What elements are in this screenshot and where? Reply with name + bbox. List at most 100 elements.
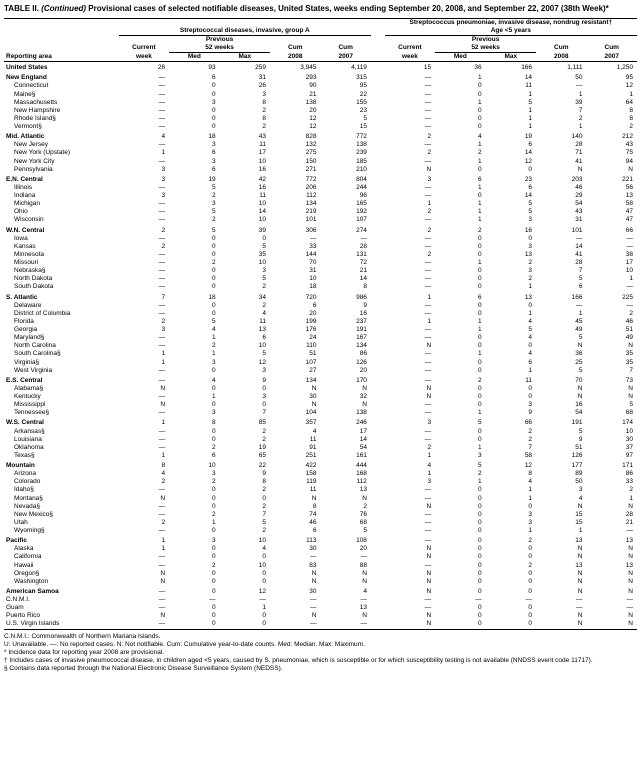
cell: N — [119, 385, 169, 393]
footnote-line: * Incidence data for reporting year 2008… — [4, 649, 637, 657]
cell: 1 — [435, 478, 485, 486]
cell: 306 — [270, 225, 320, 235]
cell: 1 — [486, 310, 536, 318]
cell: — — [385, 310, 435, 318]
cell: 126 — [320, 359, 370, 367]
cell: — — [119, 251, 169, 259]
cell: 225 — [587, 292, 638, 302]
cell: 1 — [435, 326, 485, 334]
cell: 13 — [536, 535, 586, 545]
cell: — — [385, 158, 435, 166]
cell: 35 — [587, 350, 638, 358]
cell: 12 — [270, 115, 320, 123]
cell: 2 — [169, 342, 219, 350]
cell: 0 — [435, 612, 485, 620]
cell: N — [587, 570, 638, 578]
cell: 9 — [220, 375, 270, 385]
cell: 3 — [486, 401, 536, 409]
row-label: Nebraska§ — [4, 267, 119, 275]
cell: 11 — [486, 82, 536, 90]
cell: 1 — [435, 99, 485, 107]
cell: — — [119, 82, 169, 90]
cell: — — [119, 235, 169, 243]
cell: — — [385, 275, 435, 283]
cell: — — [587, 604, 638, 612]
cell: 0 — [435, 123, 485, 131]
table-row: Guam—01—13—00—— — [4, 604, 637, 612]
cell: — — [536, 302, 586, 310]
cell: N — [587, 620, 638, 629]
cell: — — [270, 235, 320, 243]
cell: 15 — [385, 62, 435, 73]
hdr-52wk-2: 52 weeks — [435, 44, 536, 53]
cell: 0 — [435, 385, 485, 393]
row-label: Puerto Rico — [4, 612, 119, 620]
cell: 0 — [486, 553, 536, 561]
cell: N — [587, 393, 638, 401]
table-row: Maine§—032122—0111 — [4, 91, 637, 99]
cell: 804 — [320, 174, 370, 184]
cell: N — [385, 545, 435, 553]
cell: 0 — [435, 267, 485, 275]
cell: — — [536, 604, 586, 612]
cell: 5 — [536, 367, 586, 375]
row-label: Virginia§ — [4, 359, 119, 367]
table-row: North Dakota—051014—0251 — [4, 275, 637, 283]
cell: — — [385, 72, 435, 82]
hdr-52wk-1: 52 weeks — [169, 44, 270, 53]
cell: 0 — [169, 82, 219, 90]
cell: 47 — [587, 216, 638, 224]
cell: 0 — [435, 486, 485, 494]
cell: 7 — [119, 292, 169, 302]
cell: — — [320, 553, 370, 561]
row-label: Pennsylvania — [4, 166, 119, 174]
prev-header-1: Previous — [169, 35, 270, 44]
cell: 0 — [435, 91, 485, 99]
cell: 3 — [169, 359, 219, 367]
cell: 39 — [536, 99, 586, 107]
table-row: Michigan—3101341651155458 — [4, 200, 637, 208]
cell: 165 — [320, 200, 370, 208]
cell: 0 — [220, 570, 270, 578]
cell: 8 — [587, 115, 638, 123]
cell: 1 — [486, 123, 536, 131]
cell: — — [119, 208, 169, 216]
cell: 4 — [169, 326, 219, 334]
cell: 54 — [536, 200, 586, 208]
table-row: Oklahoma—21991542175137 — [4, 444, 637, 452]
cell: N — [119, 570, 169, 578]
hdr-2008-1: 2008 — [270, 53, 320, 62]
table-row: Rhode Island§—08125—0128 — [4, 115, 637, 123]
cell: 0 — [435, 570, 485, 578]
cell: 45 — [536, 318, 586, 326]
cell: 2 — [486, 535, 536, 545]
cell: — — [385, 99, 435, 107]
cell: 0 — [435, 578, 485, 586]
row-label: Oregon§ — [4, 570, 119, 578]
row-label: New Mexico§ — [4, 511, 119, 519]
cell: — — [119, 562, 169, 570]
row-label: District of Columbia — [4, 310, 119, 318]
cell: 1 — [486, 283, 536, 291]
cell: 0 — [169, 495, 219, 503]
cell: 2 — [587, 310, 638, 318]
cell: 14 — [320, 436, 370, 444]
cell: 86 — [320, 350, 370, 358]
row-label: Alabama§ — [4, 385, 119, 393]
cell: 0 — [435, 535, 485, 545]
cell: 0 — [169, 503, 219, 511]
cell: — — [119, 123, 169, 131]
cell: 0 — [435, 302, 485, 310]
table-row: Oregon§N00NNN00NN — [4, 570, 637, 578]
cell: 8 — [320, 283, 370, 291]
cell: N — [536, 545, 586, 553]
cell: 0 — [169, 235, 219, 243]
table-row: Arkansas§—02417—02510 — [4, 428, 637, 436]
table-row: Idaho§—021113—0132 — [4, 486, 637, 494]
cell: 2 — [119, 225, 169, 235]
cell: — — [220, 596, 270, 604]
cell: 0 — [486, 235, 536, 243]
cell: 3 — [435, 452, 485, 460]
cell: — — [270, 553, 320, 561]
cell: 96 — [320, 192, 370, 200]
